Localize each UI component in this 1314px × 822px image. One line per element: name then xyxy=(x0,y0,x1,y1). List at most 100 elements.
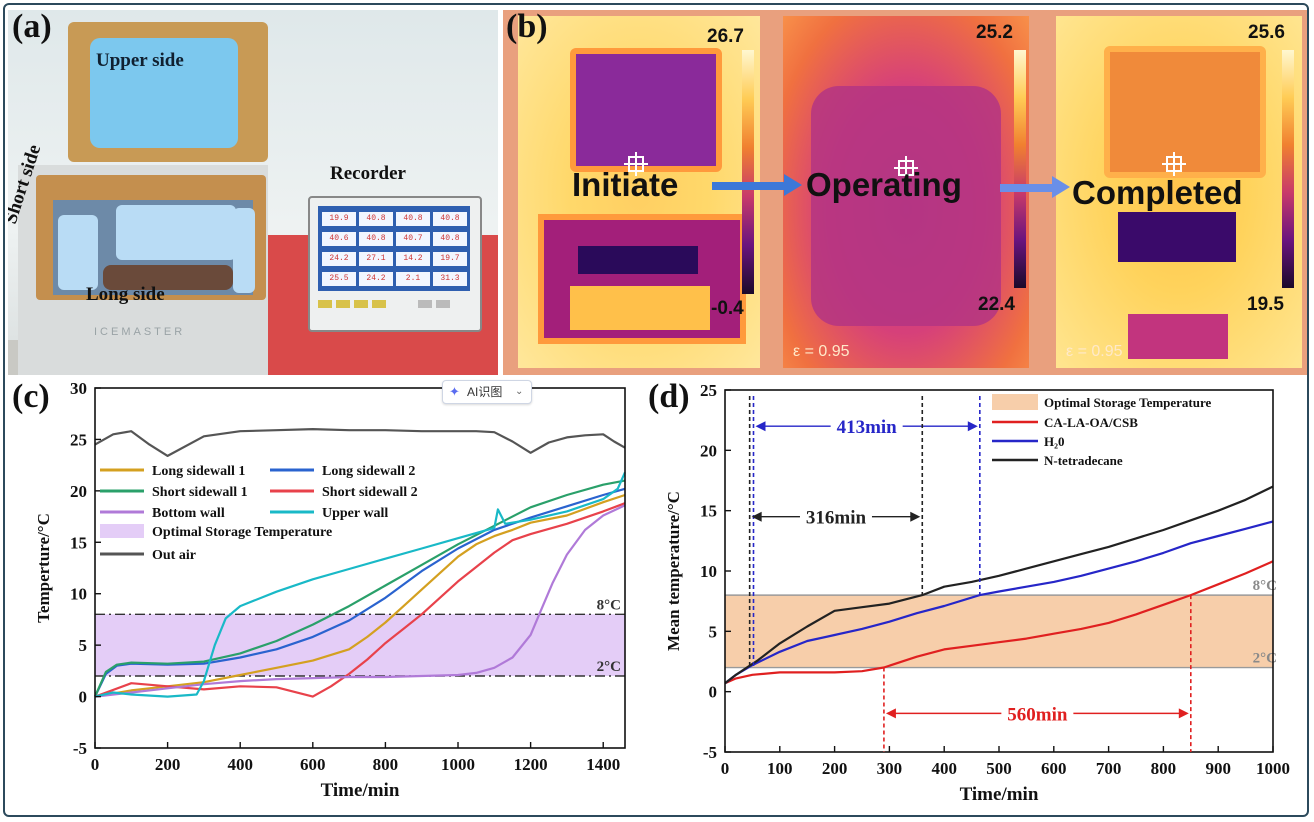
x-tick-label: 1200 xyxy=(514,755,548,774)
y-tick-label: 0 xyxy=(709,683,718,702)
recorder-buttons xyxy=(318,298,470,318)
recorder-reading: 24.2 xyxy=(359,272,393,286)
arrow-right-icon xyxy=(1000,176,1070,198)
crosshair-icon xyxy=(624,152,648,176)
recorder-reading: 25.5 xyxy=(322,272,356,286)
optimal-band xyxy=(95,614,625,676)
x-tick-label: 200 xyxy=(155,755,181,774)
stage-completed: Completed xyxy=(1072,174,1243,211)
panel-letter-c: (c) xyxy=(12,378,50,415)
x-tick-label: 200 xyxy=(822,759,848,778)
series-line xyxy=(93,479,626,698)
sparkle-icon: ✦ xyxy=(449,384,460,399)
scale-max-completed: 25.6 xyxy=(1248,22,1285,43)
ai-badge-label: AI识图 xyxy=(467,385,503,399)
x-tick-label: 400 xyxy=(931,759,957,778)
legend-label: Long sidewall 1 xyxy=(152,464,245,479)
interval-label: 413min xyxy=(837,417,898,438)
scale-min-operating: 22.4 xyxy=(978,294,1015,315)
y-tick-label: 20 xyxy=(70,482,87,501)
y-tick-label: 10 xyxy=(70,585,87,604)
recorder-reading: 40.8 xyxy=(433,212,467,226)
color-scale-initiate xyxy=(742,50,754,294)
legend-label: Bottom wall xyxy=(152,506,225,521)
x-tick-label: 0 xyxy=(721,759,730,778)
recorder-reading: 40.8 xyxy=(433,232,467,246)
arrowhead-icon xyxy=(751,511,762,522)
y-tick-label: 25 xyxy=(70,430,87,449)
series-line xyxy=(94,427,626,458)
temperature-recorder: 19.9 40.8 40.8 40.8 40.6 40.8 40.7 40.8 24.2 27.1… xyxy=(308,196,482,332)
chevron-down-icon: ⌄ xyxy=(515,386,524,397)
series-line xyxy=(724,520,1274,685)
ice-pack xyxy=(116,205,236,260)
y-tick-label: 25 xyxy=(700,381,717,400)
legend-label: Short sidewall 2 xyxy=(322,485,418,500)
arrowhead-icon xyxy=(967,421,978,432)
crosshair-icon xyxy=(1162,152,1186,176)
y-tick-label: -5 xyxy=(703,743,717,762)
x-tick-label: 600 xyxy=(1041,759,1067,778)
thermal-image-completed xyxy=(1056,16,1302,368)
recorder-reading: 40.8 xyxy=(396,212,430,226)
recorder-reading: 14.2 xyxy=(396,252,430,266)
panel-letter-a: (a) xyxy=(12,8,52,45)
chart-d: 8°C2°C0 100 200 300 400 500 600 700 800 900 1000-5… xyxy=(664,381,1290,805)
x-tick-label: 0 xyxy=(91,755,100,774)
x-tick-label: 600 xyxy=(300,755,326,774)
y-tick-label: 15 xyxy=(70,533,87,552)
scale-max-operating: 25.2 xyxy=(976,22,1013,43)
y-axis-label: Temperture/°C xyxy=(34,513,53,623)
x-tick-label: 1000 xyxy=(1256,759,1290,778)
produce xyxy=(103,265,233,290)
color-scale-completed xyxy=(1282,50,1294,288)
x-tick-label: 100 xyxy=(767,759,793,778)
series-line xyxy=(724,560,1274,685)
color-scale-operating xyxy=(1014,50,1026,288)
emissivity-completed: ε = 0.95 xyxy=(1066,343,1123,360)
x-tick-label: 500 xyxy=(986,759,1012,778)
photo-panel-a: 19.9 40.8 40.8 40.8 40.6 40.8 40.7 40.8 24.2 27.1… xyxy=(8,10,498,375)
plot-frame xyxy=(724,389,1274,753)
scale-max-initiate: 26.7 xyxy=(707,26,744,47)
recorder-reading: 24.2 xyxy=(322,252,356,266)
scale-min-completed: 19.5 xyxy=(1247,294,1284,315)
series-line xyxy=(94,504,626,698)
ai-recognize-button[interactable]: ✦ AI识图 ⌄ xyxy=(442,380,532,404)
legend-label: Long sidewall 2 xyxy=(322,464,415,479)
interval-label: 316min xyxy=(806,508,867,529)
y-tick-label: 20 xyxy=(700,441,717,460)
x-tick-label: 300 xyxy=(877,759,903,778)
series-line xyxy=(94,493,626,698)
arrowhead-icon xyxy=(755,421,766,432)
x-tick-label: 400 xyxy=(227,755,253,774)
panel-letter-b: (b) xyxy=(506,8,548,45)
x-tick-label: 700 xyxy=(1096,759,1122,778)
x-tick-label: 900 xyxy=(1205,759,1231,778)
crosshair-icon xyxy=(894,156,918,180)
legend-label: Upper wall xyxy=(322,506,388,521)
recorder-reading: 40.8 xyxy=(359,232,393,246)
recorder-reading: 2.1 xyxy=(396,272,430,286)
cooler-brand: ICEMASTER xyxy=(94,326,186,338)
stage-operating: Operating xyxy=(806,166,962,203)
x-axis-label: Time/min xyxy=(321,780,400,801)
optimal-band xyxy=(725,595,1273,668)
y-tick-label: 0 xyxy=(79,688,88,707)
figure-frame xyxy=(3,3,1309,817)
label-recorder: Recorder xyxy=(330,163,406,184)
reference-label: 2°C xyxy=(1253,651,1277,667)
panel-letter-d: (d) xyxy=(648,378,690,415)
interval-label: 560min xyxy=(1007,704,1068,725)
x-tick-label: 1000 xyxy=(441,755,475,774)
chart-c: 8°C2°C0 200 400 600 800 1000 1200 1400-50510152… xyxy=(34,380,627,801)
stage-initiate: Initiate xyxy=(572,166,679,203)
lid-ice-pack xyxy=(90,38,238,148)
arrowhead-icon xyxy=(885,708,896,719)
y-tick-label: 15 xyxy=(700,502,717,521)
reference-label: 8°C xyxy=(1253,578,1277,594)
y-tick-label: 5 xyxy=(709,622,718,641)
reference-label: 2°C xyxy=(597,659,621,675)
reference-label: 8°C xyxy=(597,597,621,613)
x-axis-label: Time/min xyxy=(960,784,1039,805)
